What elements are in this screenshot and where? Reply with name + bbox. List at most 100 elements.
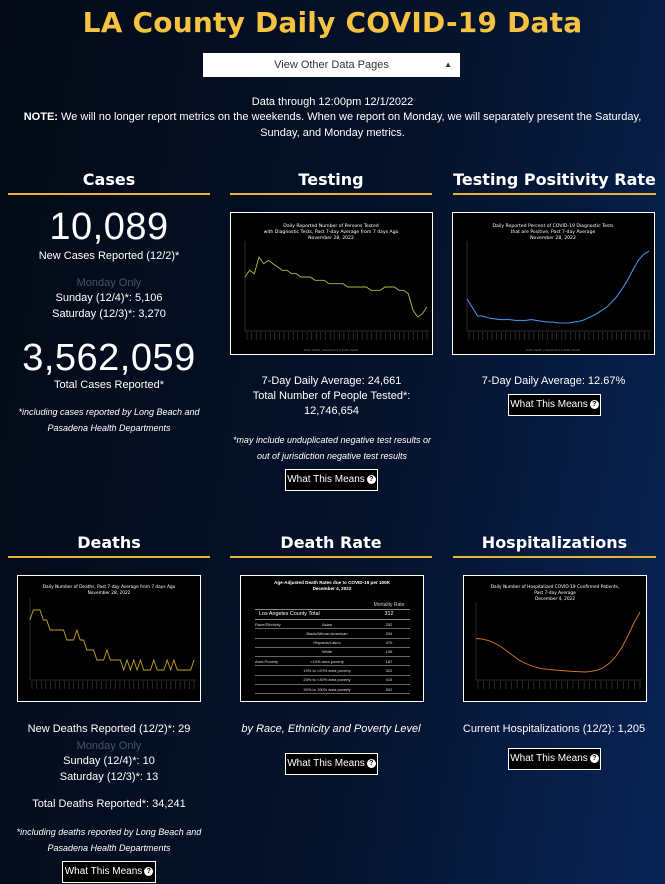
death-rate-row-group: Area Poverty bbox=[255, 658, 279, 664]
positivity-chart-title-3: November 28, 2022 bbox=[530, 235, 576, 241]
death-rate-table-body: Mortality Rate Los Angeles County Total … bbox=[255, 601, 410, 695]
positivity-chart[interactable]: Daily Reported Percent of COVID-19 Diagn… bbox=[452, 212, 655, 355]
positivity-chart-source: Public Health | Department of Public Hea… bbox=[526, 348, 581, 352]
new-cases-label: New Cases Reported (12/2)* bbox=[38, 250, 180, 262]
hospitalizations-divider bbox=[453, 556, 656, 558]
positivity-heading: Testing Positivity Rate bbox=[453, 170, 656, 189]
mortality-col-header: Mortality Rate bbox=[373, 602, 405, 608]
testing-series-line bbox=[244, 255, 428, 318]
help-icon: ? bbox=[589, 399, 599, 409]
cases-sunday: Sunday (12/4)*: 5,106 bbox=[55, 292, 163, 304]
positivity-chart-svg: Daily Reported Percent of COVID-19 Diagn… bbox=[466, 223, 651, 352]
select-value: View Other Data Pages bbox=[274, 59, 389, 71]
cases-saturday: Saturday (12/3)*: 3,270 bbox=[52, 308, 166, 320]
deaths-monday-only: Monday Only bbox=[76, 740, 142, 752]
death-rate-row-label: Black/African American bbox=[306, 630, 348, 636]
death-rate-row: Area Poverty <10% area poverty 187 bbox=[255, 657, 410, 667]
death-rate-rows: Race/Ethnicity Asian 252 Black/African Amer… bbox=[255, 620, 410, 695]
death-rate-row-value: 470 bbox=[385, 640, 393, 646]
hosp-what-this-means-button[interactable]: What This Means? bbox=[508, 748, 601, 770]
deaths-chart-title-2: November 28, 2022 bbox=[88, 590, 131, 596]
deaths-divider bbox=[8, 556, 210, 558]
la-total-label: Los Angeles County Total bbox=[259, 611, 320, 617]
death-rate-row-value: 334 bbox=[385, 630, 393, 636]
death-rate-row-label: White bbox=[321, 649, 333, 655]
new-deaths: New Deaths Reported (12/2)*: 29 bbox=[27, 723, 191, 735]
hosp-series-line bbox=[475, 611, 641, 673]
death-rate-row-group: Race/Ethnicity bbox=[255, 621, 281, 627]
positivity-x-axis bbox=[468, 332, 650, 340]
death-rate-row-value: 415 bbox=[385, 677, 393, 683]
hosp-chart-title-3: December 4, 2022 bbox=[535, 596, 575, 602]
death-rate-row-value: 322 bbox=[385, 667, 393, 673]
positivity-chart-title-1: Daily Reported Percent of COVID-19 Diagn… bbox=[492, 223, 614, 229]
deaths-chart-svg: Daily Number of Deaths, Past 7-day Avera… bbox=[29, 584, 196, 689]
hosp-x-axis bbox=[477, 681, 641, 689]
death-rate-row-value: 502 bbox=[385, 686, 393, 692]
testing-x-axis bbox=[246, 332, 428, 340]
data-pages-select[interactable]: View Other Data Pages ▲ bbox=[203, 53, 460, 77]
hosp-chart-title-1: Daily Number of Hospitalized COVID-19 Co… bbox=[491, 584, 620, 590]
hospitalizations-chart-svg: Daily Number of Hospitalized COVID-19 Co… bbox=[475, 584, 642, 689]
testing-chart-title-1: Daily Reported Number of Persons Tested bbox=[283, 223, 378, 229]
deaths-heading: Deaths bbox=[77, 533, 141, 552]
testing-chart-svg: Daily Reported Number of Persons Tested … bbox=[244, 223, 429, 352]
positivity-what-this-means-button[interactable]: What This Means? bbox=[508, 394, 601, 416]
death-rate-row-value: 196 bbox=[385, 649, 393, 655]
total-cases-value: 3,562,059 bbox=[22, 337, 196, 379]
positivity-avg: 7-Day Daily Average: 12.67% bbox=[481, 375, 626, 387]
help-icon: ? bbox=[144, 866, 154, 876]
deaths-what-this-means-button[interactable]: What This Means? bbox=[62, 861, 156, 883]
testing-chart[interactable]: Daily Reported Number of Persons Tested … bbox=[230, 212, 433, 355]
current-hospitalizations: Current Hospitalizations (12/2): 1,205 bbox=[462, 723, 646, 735]
death-rate-row-label: Asian bbox=[321, 621, 332, 627]
la-total-value: 312 bbox=[384, 611, 394, 617]
cases-heading: Cases bbox=[82, 170, 136, 189]
hosp-chart-title-2: Past 7-day Average bbox=[534, 590, 576, 596]
positivity-series-line bbox=[466, 250, 650, 324]
cases-divider bbox=[8, 193, 210, 195]
positivity-divider bbox=[453, 193, 656, 195]
positivity-chart-title-2: that are Positive, Past 7-day Average bbox=[511, 229, 596, 235]
testing-chart-title-2: with Diagnostic Tests, Past 7-day Averag… bbox=[264, 229, 399, 235]
testing-heading: Testing bbox=[298, 170, 364, 189]
death-rate-row-value: 187 bbox=[385, 658, 393, 664]
death-rate-row-label: <10% area poverty bbox=[310, 658, 344, 664]
deaths-series-line bbox=[29, 609, 195, 672]
death-rate-row-label: 30% to 100% area poverty bbox=[303, 686, 351, 692]
new-cases-value: 10,089 bbox=[49, 206, 169, 248]
death-rate-heading: Death Rate bbox=[280, 533, 382, 552]
death-rate-row-label: Hispanic/Latino bbox=[313, 640, 341, 646]
note-text: We will no longer report metrics on the … bbox=[57, 111, 642, 139]
death-rate-row-value: 252 bbox=[385, 621, 393, 627]
death-rate-table[interactable]: Age-Adjusted Death Rates due to COVID-19… bbox=[240, 575, 424, 702]
hospitalizations-chart[interactable]: Daily Number of Hospitalized COVID-19 Co… bbox=[463, 575, 647, 702]
note-label: NOTE: bbox=[23, 111, 58, 123]
page-title: LA County Daily COVID-19 Data bbox=[82, 6, 583, 39]
testing-total-value: 12,746,654 bbox=[303, 405, 360, 417]
death-rate-row: 20% to <30% area poverty 415 bbox=[255, 676, 410, 686]
deaths-chart-title-1: Daily Number of Deaths, Past 7-day Avera… bbox=[43, 584, 176, 590]
hospitalizations-heading: Hospitalizations bbox=[481, 533, 628, 552]
testing-chart-source: Public Health | Department of Public Hea… bbox=[304, 348, 359, 352]
testing-what-this-means-button[interactable]: What This Means? bbox=[285, 469, 378, 491]
weekend-note: NOTE: We will no longer report metrics o… bbox=[10, 110, 655, 141]
help-icon: ? bbox=[366, 474, 376, 484]
help-icon: ? bbox=[366, 758, 376, 768]
death-rate-row: 30% to 100% area poverty 502 bbox=[255, 685, 410, 695]
death-rate-row: White 196 bbox=[255, 648, 410, 658]
data-through-text: Data through 12:00pm 12/1/2022 bbox=[251, 96, 414, 108]
deaths-footnote: *including deaths reported by Long Beach… bbox=[16, 827, 202, 853]
death-rate-what-this-means-button[interactable]: What This Means? bbox=[285, 753, 378, 775]
testing-footnote: *may include unduplicated negative test … bbox=[232, 435, 432, 461]
testing-chart-title-3: November 28, 2022 bbox=[308, 235, 354, 241]
deaths-x-axis bbox=[31, 681, 195, 689]
death-rate-row: Hispanic/Latino 470 bbox=[255, 639, 410, 648]
deaths-chart[interactable]: Daily Number of Deaths, Past 7-day Avera… bbox=[17, 575, 201, 702]
death-rate-table-title: Age-Adjusted Death Rates due to COVID-19… bbox=[274, 580, 390, 591]
deaths-saturday: Saturday (12/3)*: 13 bbox=[59, 771, 159, 783]
deaths-sunday: Sunday (12/4)*: 10 bbox=[63, 755, 155, 767]
death-rate-row: Black/African American 334 bbox=[255, 629, 410, 639]
help-icon: ? bbox=[589, 753, 599, 763]
cases-footnote: *including cases reported by Long Beach … bbox=[18, 407, 200, 433]
